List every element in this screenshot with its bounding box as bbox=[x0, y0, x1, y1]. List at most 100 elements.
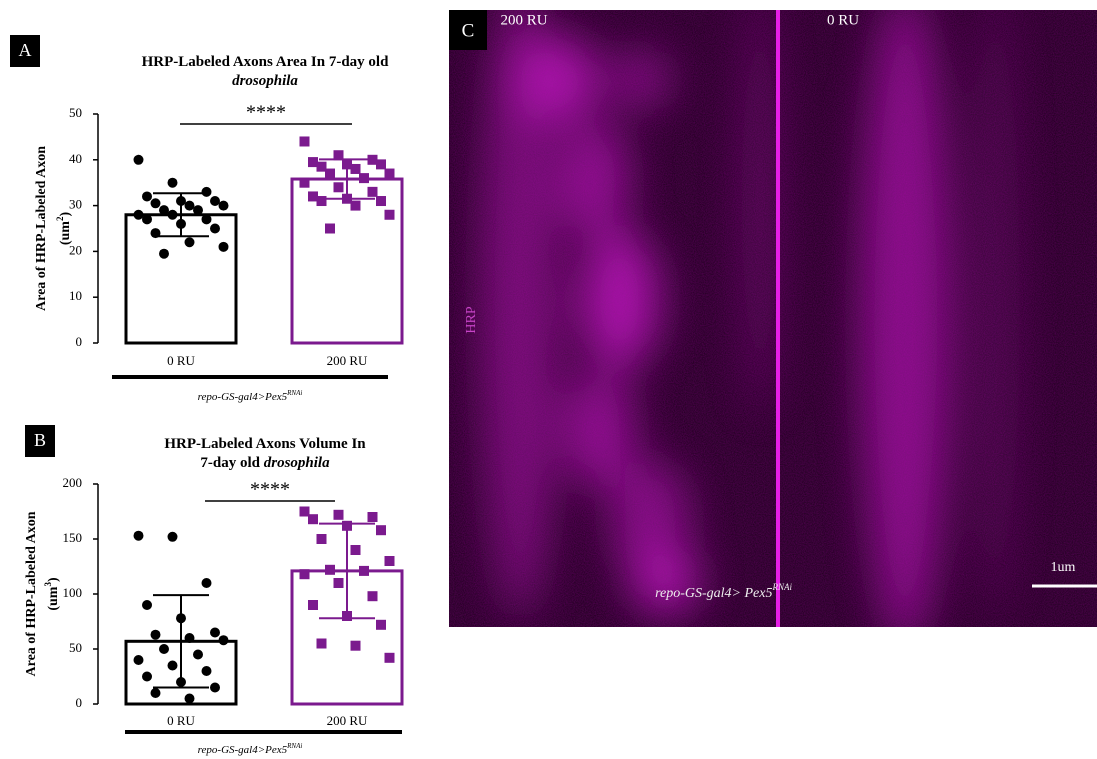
data-point bbox=[150, 198, 161, 209]
data-point bbox=[316, 534, 327, 544]
data-point bbox=[342, 520, 352, 531]
y-tick-label: 10 bbox=[69, 288, 82, 303]
data-point bbox=[333, 150, 344, 161]
data-point bbox=[167, 209, 178, 220]
data-point bbox=[184, 633, 195, 643]
unit-sup: 2 bbox=[55, 216, 65, 221]
data-point bbox=[142, 600, 152, 610]
data-point bbox=[201, 666, 212, 676]
panel-label-box bbox=[25, 425, 55, 457]
data-point bbox=[184, 237, 195, 248]
data-point bbox=[376, 196, 386, 207]
x-tick-label: 0 RU bbox=[167, 353, 195, 368]
data-point bbox=[299, 506, 310, 517]
data-point bbox=[333, 578, 344, 588]
genotype-sup: RNAi bbox=[286, 389, 302, 397]
y-tick-label: 150 bbox=[63, 530, 83, 545]
data-point bbox=[350, 200, 361, 211]
data-point bbox=[210, 682, 220, 693]
data-point bbox=[384, 168, 395, 179]
data-point bbox=[193, 205, 203, 216]
data-point bbox=[176, 613, 186, 624]
data-point bbox=[201, 578, 212, 588]
data-point bbox=[184, 693, 195, 704]
data-point bbox=[167, 531, 178, 542]
chart-title: 7-day old drosophila bbox=[200, 455, 330, 471]
data-point bbox=[218, 635, 229, 646]
y-tick-label: 50 bbox=[69, 105, 82, 120]
y-tick-label: 100 bbox=[63, 585, 83, 600]
data-point bbox=[325, 564, 335, 575]
panel-label: C bbox=[462, 20, 475, 41]
x-tick-label: 0 RU bbox=[167, 713, 195, 728]
unit-end: ) bbox=[46, 577, 61, 582]
data-point bbox=[359, 173, 369, 184]
data-point bbox=[133, 655, 144, 665]
genotype-text: repo-GS-gal4>Pex5 bbox=[198, 391, 288, 403]
title-part: HRP-Labeled Axons Volume In bbox=[164, 436, 366, 452]
panel-label-box bbox=[10, 35, 40, 67]
genotype-label: repo-GS-gal4>Pex5RNAi bbox=[198, 742, 303, 756]
microscopy-image bbox=[449, 10, 1097, 627]
data-point bbox=[325, 168, 335, 179]
data-point bbox=[201, 186, 212, 197]
data-point bbox=[384, 209, 395, 220]
data-point bbox=[299, 177, 310, 188]
data-point bbox=[167, 177, 178, 188]
data-point bbox=[350, 545, 361, 555]
data-point bbox=[342, 611, 352, 621]
channel-label: HRP bbox=[464, 306, 479, 333]
image-label: 200 RU bbox=[500, 12, 547, 28]
panel-label: A bbox=[19, 40, 32, 60]
genotype-label: repo-GS-gal4> Pex5RNAi bbox=[655, 582, 792, 601]
data-point bbox=[210, 627, 220, 638]
y-tick-label: 50 bbox=[69, 640, 82, 655]
data-point bbox=[133, 209, 144, 220]
data-point bbox=[325, 223, 335, 234]
chart-title: drosophila bbox=[232, 73, 298, 89]
unit-sup: 3 bbox=[43, 582, 53, 587]
data-point bbox=[176, 218, 186, 229]
data-point bbox=[308, 157, 318, 168]
y-tick-label: 0 bbox=[76, 695, 83, 710]
data-point bbox=[150, 629, 161, 640]
data-point bbox=[376, 159, 386, 170]
data-point bbox=[133, 154, 144, 165]
data-point bbox=[308, 191, 318, 202]
panel-label: B bbox=[34, 430, 46, 450]
data-point bbox=[201, 214, 212, 225]
data-point bbox=[376, 525, 386, 536]
y-axis-unit: (um3) bbox=[43, 577, 61, 611]
data-point bbox=[316, 196, 327, 207]
genotype-sup: RNAi bbox=[286, 742, 302, 750]
data-point bbox=[342, 159, 352, 170]
data-point bbox=[142, 214, 152, 225]
data-point bbox=[299, 136, 310, 147]
data-point bbox=[210, 223, 220, 234]
data-point bbox=[176, 677, 186, 687]
data-point bbox=[193, 649, 203, 660]
title-part: 7-day old bbox=[200, 455, 263, 471]
data-point bbox=[308, 600, 318, 610]
y-axis-unit: (um2) bbox=[55, 212, 73, 246]
data-point bbox=[150, 228, 161, 239]
genotype-label: repo-GS-gal4>Pex5RNAi bbox=[198, 389, 303, 403]
unit-text: (um bbox=[46, 586, 61, 610]
y-axis-label: Area of HRP-Labeled Axon bbox=[24, 511, 39, 676]
data-point bbox=[359, 565, 369, 576]
data-point bbox=[376, 619, 386, 630]
genotype-text: repo-GS-gal4>Pex5 bbox=[198, 744, 288, 756]
data-point bbox=[350, 163, 361, 174]
data-point bbox=[159, 205, 169, 216]
title-part: drosophila bbox=[232, 73, 298, 89]
data-point bbox=[159, 644, 169, 654]
unit-end: ) bbox=[58, 212, 73, 217]
data-point bbox=[218, 241, 229, 252]
genotype-sup: RNAi bbox=[772, 582, 793, 592]
x-tick-label: 200 RU bbox=[327, 353, 368, 368]
data-point bbox=[218, 200, 229, 211]
data-point bbox=[316, 161, 327, 172]
data-point bbox=[316, 638, 327, 649]
data-point bbox=[142, 191, 152, 202]
